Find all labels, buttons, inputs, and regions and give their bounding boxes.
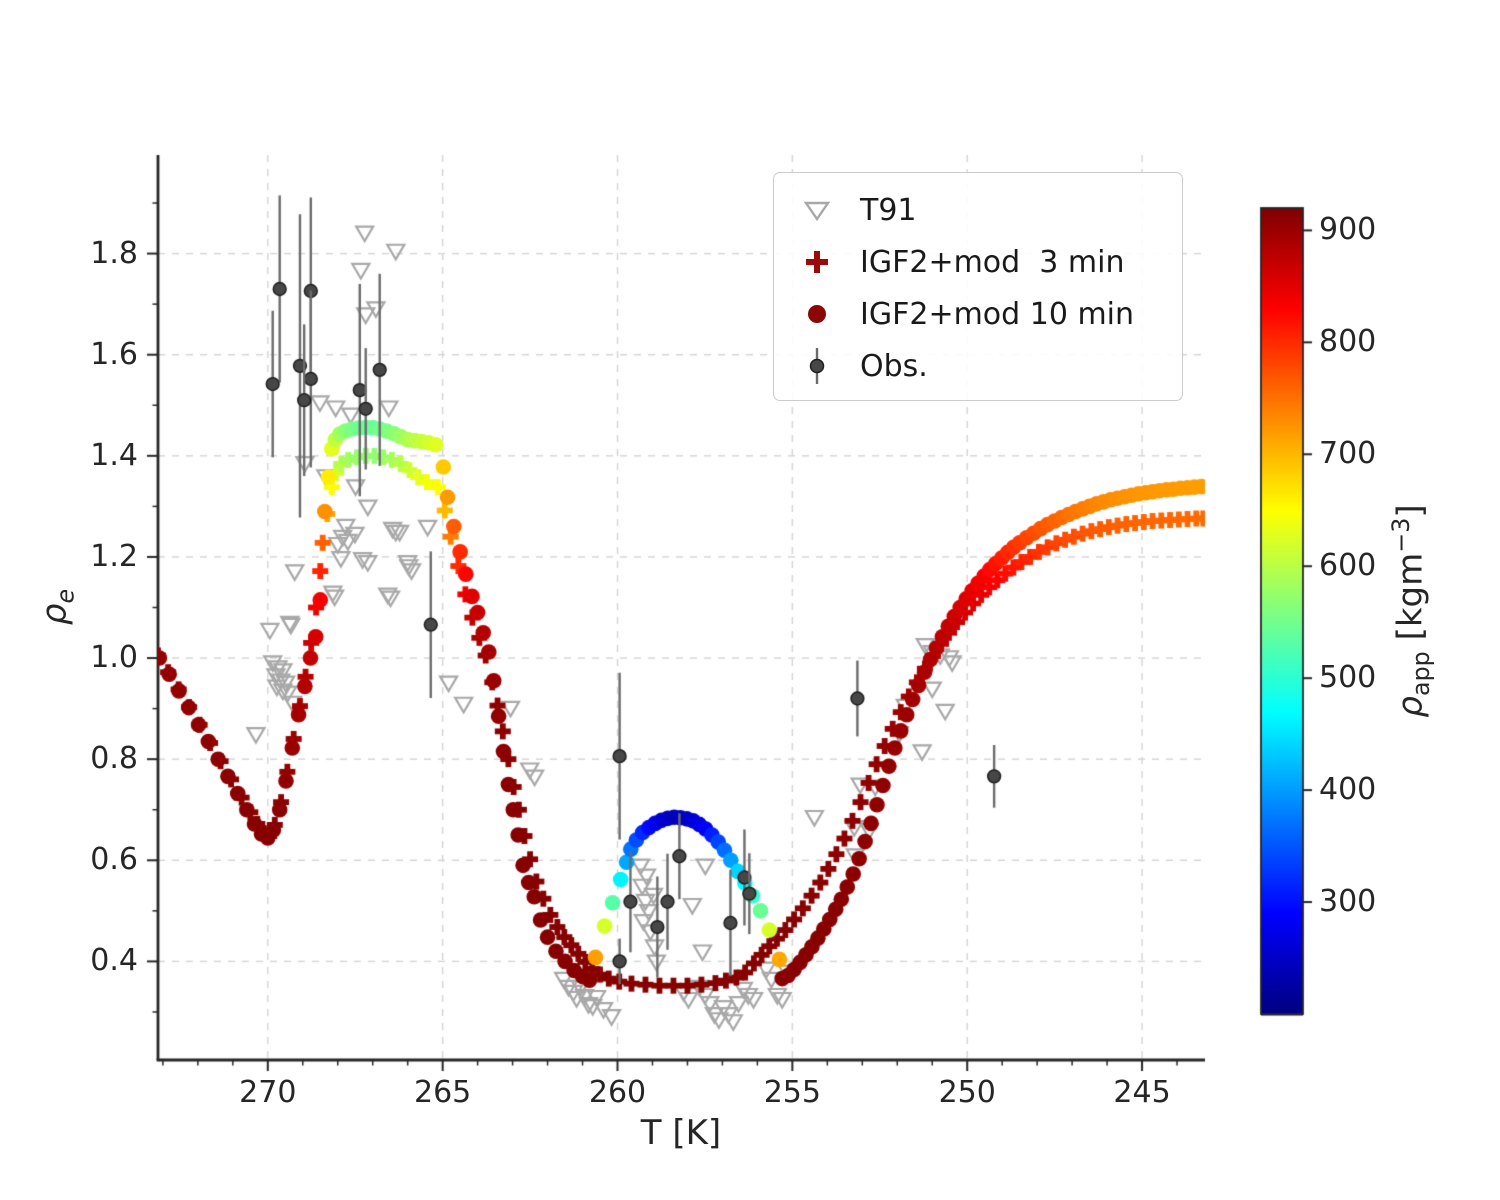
plus-marker-icon	[774, 249, 860, 275]
legend-label: IGF2+mod 3 min	[860, 244, 1125, 280]
colorbar-tick-label: 600	[1319, 548, 1377, 584]
colorbar-tick-label: 800	[1319, 324, 1377, 360]
x-tick-label: 260	[588, 1075, 647, 1110]
triangle-down-icon	[774, 197, 860, 223]
x-tick-label: 250	[938, 1075, 996, 1110]
y-label-subscript: e	[51, 588, 80, 604]
circle-marker-icon	[774, 301, 860, 327]
colorbar-tick-label: 400	[1319, 772, 1377, 808]
x-tick-label: 255	[763, 1075, 821, 1110]
legend-item-igf2-10min: IGF2+mod 10 min	[774, 288, 1182, 340]
y-tick-label: 0.8	[90, 741, 138, 777]
colorbar-label-subscript: app	[1407, 651, 1436, 697]
y-tick-label: 1.8	[90, 235, 138, 271]
legend-item-obs: Obs.	[774, 340, 1182, 392]
colorbar-tick-label: 300	[1319, 884, 1377, 920]
legend: T91 IGF2+mod 3 min IGF2+mod 10 min Obs.	[773, 172, 1183, 401]
colorbar-tick-label: 700	[1319, 436, 1377, 472]
colorbar-tick-label: 500	[1319, 660, 1377, 696]
legend-label: IGF2+mod 10 min	[860, 296, 1135, 332]
legend-item-t91: T91	[774, 184, 1182, 236]
y-tick-label: 1.0	[90, 640, 138, 676]
y-tick-label: 0.4	[90, 943, 138, 979]
colorbar-tick-label: 900	[1319, 212, 1377, 248]
y-tick-label: 0.6	[90, 842, 138, 878]
x-tick-label: 270	[239, 1075, 297, 1110]
colorbar-label-exponent: −3	[1387, 517, 1416, 553]
x-tick-label: 245	[1113, 1075, 1171, 1110]
legend-label: T91	[860, 192, 917, 228]
y-label-symbol: ρ	[34, 603, 75, 626]
x-axis-label: T [K]	[640, 1113, 722, 1153]
y-axis-label: ρe	[34, 588, 80, 626]
colorbar-label-symbol: ρ	[1390, 696, 1431, 718]
legend-item-igf2-3min: IGF2+mod 3 min	[774, 236, 1182, 288]
legend-label: Obs.	[860, 348, 928, 384]
colorbar-label: ρapp [kgm−3]	[1387, 504, 1436, 718]
y-tick-label: 1.4	[90, 437, 138, 473]
colorbar-label-bracket: ]	[1390, 504, 1431, 518]
x-tick-label: 265	[414, 1075, 472, 1110]
errorbar-circle-icon	[774, 346, 860, 386]
y-tick-label: 1.2	[90, 538, 138, 574]
y-tick-label: 1.6	[90, 336, 138, 372]
colorbar-label-unit: [kgm	[1390, 552, 1431, 652]
